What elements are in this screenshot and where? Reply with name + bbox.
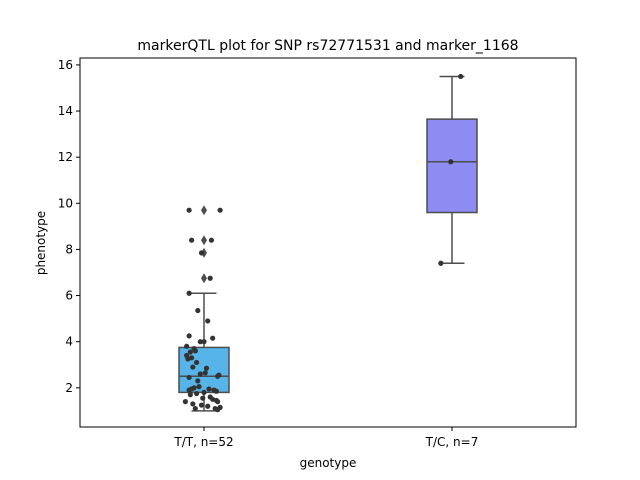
data-point xyxy=(195,307,201,314)
data-point xyxy=(217,404,223,410)
plot-area-frame xyxy=(79,57,577,428)
y-tick-label: 10 xyxy=(58,196,73,210)
x-axis: T/T, n=52 T/C, n=7 xyxy=(173,427,478,449)
data-point xyxy=(206,386,212,392)
data-point xyxy=(186,387,192,393)
data-point xyxy=(197,339,203,345)
data-point xyxy=(187,392,193,398)
data-point xyxy=(184,343,190,349)
box-iqr xyxy=(426,118,478,214)
data-point xyxy=(203,365,210,371)
data-point xyxy=(196,384,202,390)
y-tick-label: 12 xyxy=(58,150,73,164)
y-tick-label: 4 xyxy=(65,335,73,349)
data-point xyxy=(190,364,196,370)
data-point xyxy=(448,159,454,165)
outlier-marker xyxy=(201,235,207,246)
data-point xyxy=(187,349,193,355)
chart-title: markerQTL plot for SNP rs72771531 and ma… xyxy=(137,38,518,54)
y-tick-label: 16 xyxy=(58,58,73,72)
data-point xyxy=(201,389,207,396)
y-tick-label: 8 xyxy=(65,242,73,256)
data-point xyxy=(200,395,206,401)
data-point xyxy=(202,370,208,376)
data-point xyxy=(195,378,201,384)
box-group xyxy=(178,205,230,412)
outlier-marker xyxy=(201,205,207,216)
data-point xyxy=(198,402,205,408)
data-point xyxy=(213,388,219,394)
y-tick-label: 2 xyxy=(65,381,73,395)
data-point xyxy=(186,290,192,296)
data-point xyxy=(189,237,195,243)
data-point xyxy=(210,335,216,341)
data-point xyxy=(205,318,211,324)
box-group xyxy=(426,75,478,265)
data-point xyxy=(182,399,188,405)
points-layer xyxy=(182,73,464,413)
data-point xyxy=(185,356,191,362)
data-point xyxy=(198,250,205,256)
outlier-marker xyxy=(201,273,207,284)
data-point xyxy=(201,339,207,345)
data-point xyxy=(216,372,222,378)
data-point xyxy=(217,207,223,213)
data-point xyxy=(215,399,221,405)
data-point xyxy=(192,405,198,412)
data-point xyxy=(190,401,196,407)
y-axis-label: phenotype xyxy=(34,211,48,275)
data-point xyxy=(193,390,200,397)
data-point xyxy=(208,237,215,243)
data-point xyxy=(192,348,198,354)
y-tick-label: 14 xyxy=(58,104,73,118)
data-point xyxy=(438,260,444,266)
data-point xyxy=(205,403,211,409)
data-point xyxy=(458,73,464,80)
y-axis: 2 4 6 8 10 12 14 16 xyxy=(58,58,80,395)
boxes-layer xyxy=(178,75,478,412)
data-point xyxy=(197,371,203,377)
data-point xyxy=(193,359,200,366)
x-tick-label: T/C, n=7 xyxy=(425,435,479,449)
data-point xyxy=(186,207,192,213)
x-tick-label: T/T, n=52 xyxy=(173,435,233,449)
data-point xyxy=(186,374,192,381)
data-point xyxy=(186,333,192,339)
y-tick-label: 6 xyxy=(65,289,73,303)
x-axis-label: genotype xyxy=(300,456,357,470)
data-point xyxy=(207,275,213,281)
